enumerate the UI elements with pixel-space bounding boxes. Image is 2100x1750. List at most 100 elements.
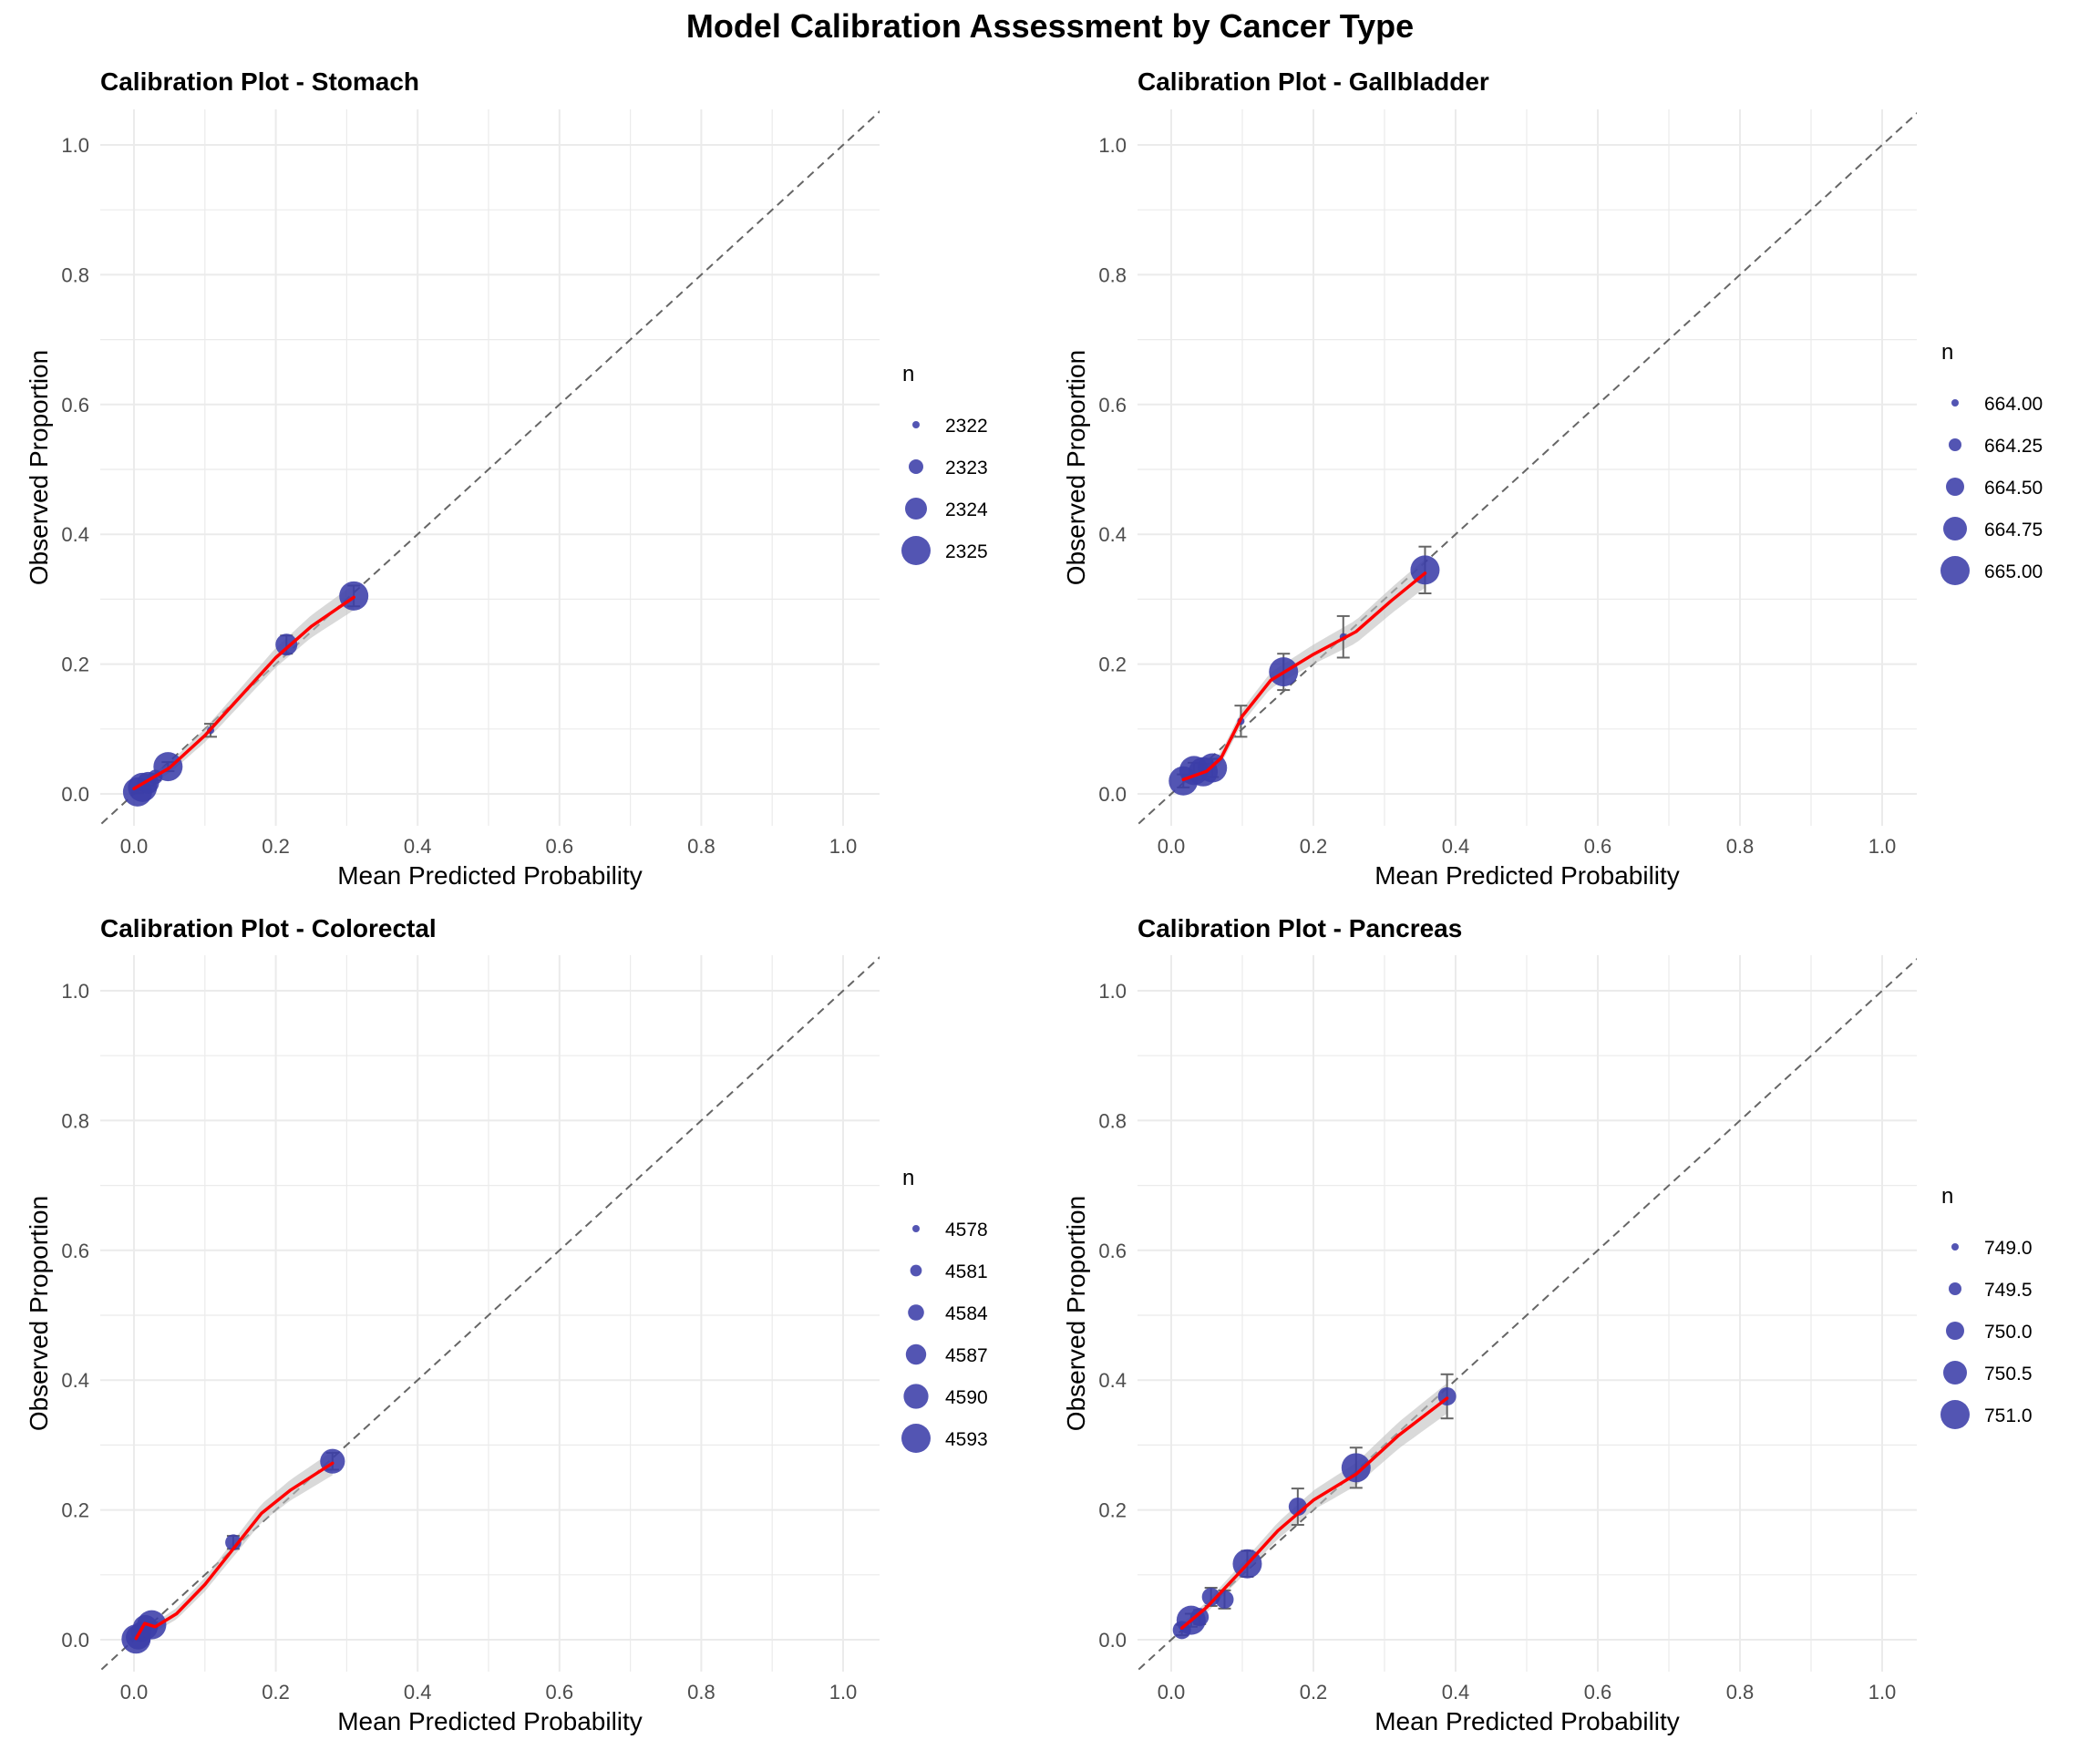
legend-label: 750.5 (1984, 1364, 2033, 1385)
panel-stomach: 0.0 0.2 0.4 0.6 0.8 1.0 0.0 0.2 0.4 0.6 0.8 1.0 Mean… (25, 109, 988, 890)
x-axis-title: Mean Predicted Probability (337, 1707, 643, 1735)
x-tick-label: 0.8 (1726, 835, 1755, 858)
size-legend: n 4578 4581 4584 4587 4590 4593 (901, 1166, 988, 1453)
legend-label: 749.5 (1984, 1280, 2033, 1301)
y-axis-title: Observed Proportion (1062, 1196, 1090, 1431)
legend-key (905, 498, 927, 520)
confidence-band (1183, 559, 1426, 785)
legend-label: 4593 (945, 1429, 988, 1450)
data-point (153, 752, 183, 782)
y-tick-label: 0.6 (1098, 1240, 1127, 1262)
panel-title-stomach: Calibration Plot - Stomach (100, 67, 420, 96)
legend-key (912, 1225, 920, 1232)
x-tick-label: 1.0 (829, 1681, 858, 1704)
x-tick-label: 0.0 (120, 1681, 149, 1704)
legend-key (1951, 1243, 1959, 1251)
y-tick-label: 0.2 (61, 654, 89, 676)
y-axis-title: Observed Proportion (25, 350, 53, 585)
y-tick-label: 0.8 (1098, 1109, 1127, 1132)
data-point (225, 1534, 242, 1550)
y-tick-label: 0.4 (61, 523, 89, 546)
y-tick-label: 0.4 (61, 1369, 89, 1392)
x-tick-label: 0.8 (1726, 1681, 1755, 1704)
legend-key (910, 1264, 922, 1277)
smooth-curve (1179, 1396, 1449, 1630)
y-tick-label: 0.6 (61, 1240, 89, 1262)
x-tick-label: 1.0 (1868, 835, 1897, 858)
y-axis-title: Observed Proportion (25, 1196, 53, 1431)
y-tick-label: 0.6 (1098, 394, 1127, 417)
y-tick-label: 0.2 (61, 1499, 89, 1522)
smooth-curve (1181, 571, 1427, 782)
y-tick-label: 0.0 (61, 783, 89, 806)
x-tick-label: 0.6 (546, 1681, 574, 1704)
x-tick-label: 0.6 (1584, 835, 1612, 858)
legend-label: 4581 (945, 1261, 988, 1282)
legend-key (901, 536, 931, 565)
panel-gallbladder: 0.0 0.2 0.4 0.6 0.8 1.0 0.0 0.2 0.4 0.6 0.8 1.0 Mean… (1062, 109, 2043, 890)
y-tick-label: 0.0 (61, 1629, 89, 1652)
data-point (275, 633, 298, 656)
x-tick-label: 0.4 (404, 835, 432, 858)
y-tick-label: 1.0 (1098, 980, 1127, 1003)
x-tick-label: 0.6 (1584, 1681, 1612, 1704)
panel-title-pancreas: Calibration Plot - Pancreas (1138, 914, 1463, 942)
panel-title-colorectal: Calibration Plot - Colorectal (100, 914, 437, 942)
legend-key (1946, 478, 1964, 496)
y-tick-label: 1.0 (61, 134, 89, 157)
panel-title-gallbladder: Calibration Plot - Gallbladder (1138, 67, 1489, 96)
panel-pancreas: 0.0 0.2 0.4 0.6 0.8 1.0 0.0 0.2 0.4 0.6 0.8 1.0 Mean… (1062, 955, 2033, 1735)
smooth-curve (132, 595, 355, 791)
legend-key (1940, 556, 1970, 585)
legend-label: 2325 (945, 541, 988, 562)
panel-colorectal: 0.0 0.2 0.4 0.6 0.8 1.0 0.0 0.2 0.4 0.6 0.8 1.0 Mean… (25, 955, 988, 1735)
legend-label: 750.0 (1984, 1322, 2033, 1343)
x-axis-title: Mean Predicted Probability (1374, 861, 1680, 890)
legend-title: n (1941, 340, 1953, 365)
size-legend: n 2322 2323 2324 2325 (901, 362, 988, 565)
x-tick-label: 0.0 (1158, 835, 1186, 858)
legend-key (905, 1343, 927, 1365)
legend-key (1943, 517, 1967, 540)
x-axis-title: Mean Predicted Probability (1374, 1707, 1680, 1735)
x-tick-label: 0.2 (1300, 1681, 1328, 1704)
y-tick-label: 0.8 (61, 1109, 89, 1132)
legend-key (903, 1384, 929, 1409)
plot-area-gallbladder (1138, 109, 1917, 826)
main-title: Model Calibration Assessment by Cancer T… (685, 7, 1415, 45)
legend-key (1949, 1282, 1961, 1295)
legend-label: 4590 (945, 1387, 988, 1408)
y-tick-label: 0.2 (1098, 1499, 1127, 1522)
legend-label: 4587 (945, 1345, 988, 1366)
x-tick-label: 1.0 (1868, 1681, 1897, 1704)
legend-label: 664.50 (1984, 478, 2043, 499)
plot-area-colorectal (100, 955, 880, 1672)
x-tick-label: 0.0 (120, 835, 149, 858)
legend-label: 665.00 (1984, 561, 2043, 582)
legend-label: 664.25 (1984, 436, 2043, 457)
y-tick-label: 1.0 (1098, 134, 1127, 157)
x-tick-label: 0.2 (262, 1681, 290, 1704)
plot-area-stomach (100, 109, 880, 826)
legend-label: 2322 (945, 416, 988, 437)
legend-key (1949, 438, 1961, 451)
x-tick-label: 0.8 (687, 1681, 715, 1704)
legend-label: 749.0 (1984, 1238, 2033, 1259)
legend-key (912, 421, 920, 428)
x-tick-label: 0.6 (546, 835, 574, 858)
x-tick-label: 1.0 (829, 835, 858, 858)
data-point (1341, 1453, 1371, 1483)
legend-label: 751.0 (1984, 1405, 2033, 1426)
x-axis-title: Mean Predicted Probability (337, 861, 643, 890)
y-tick-label: 0.0 (1098, 783, 1127, 806)
size-legend: n 664.00 664.25 664.50 664.75 665.00 (1940, 340, 2043, 585)
reference-diagonal (1138, 957, 1917, 1672)
y-tick-label: 0.4 (1098, 1369, 1127, 1392)
y-tick-label: 1.0 (61, 980, 89, 1003)
legend-label: 4578 (945, 1220, 988, 1240)
smooth-curve (134, 1461, 335, 1641)
plot-area-pancreas (1138, 955, 1917, 1672)
legend-label: 664.00 (1984, 394, 2043, 415)
